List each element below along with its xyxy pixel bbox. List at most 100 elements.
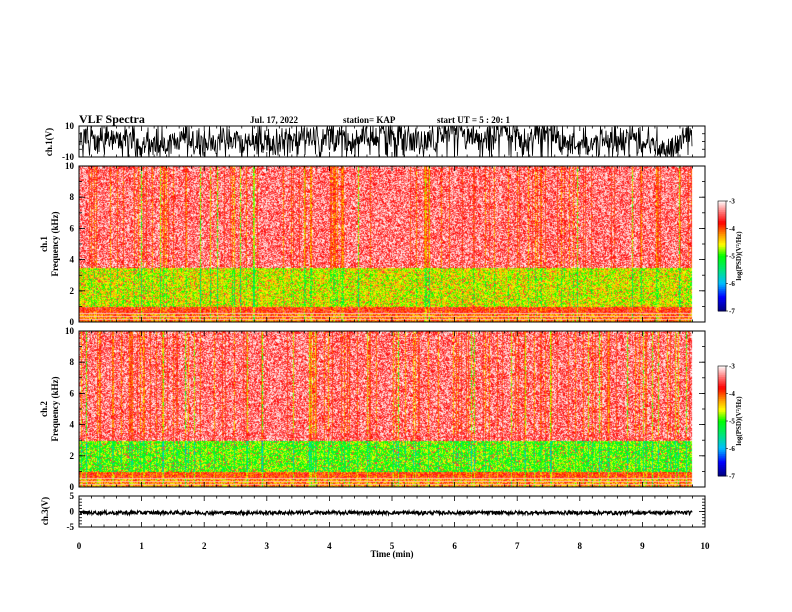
colorbar-segment (718, 263, 726, 266)
colorbar-segment (718, 292, 726, 295)
colorbar-segment (718, 459, 726, 462)
ch1-waveform-ylabel: ch.1(V) (44, 128, 54, 156)
y-tick-label: -10 (62, 152, 74, 162)
colorbar-segment (718, 210, 726, 213)
y-tick-label: 0 (70, 507, 75, 517)
colorbar-segment (718, 296, 726, 299)
colorbar-segment (718, 265, 726, 268)
y-tick-label: 4 (70, 420, 75, 430)
colorbar-tick-label: -3 (729, 363, 735, 371)
colorbar-segment (718, 415, 726, 418)
colorbar-segment (718, 378, 726, 382)
colorbar-segment (718, 402, 726, 405)
colorbar-segment (718, 267, 726, 270)
x-tick-label: 3 (265, 541, 270, 551)
colorbar-segment (718, 213, 726, 217)
colorbar-segment (718, 421, 726, 424)
colorbar-segment (718, 450, 726, 453)
x-tick-label: 4 (327, 541, 332, 551)
colorbar-segment (718, 452, 726, 455)
colorbar-segment (718, 268, 726, 272)
colorbar-segment (718, 202, 726, 206)
colorbar-segment (718, 384, 726, 387)
colorbar-segment (718, 397, 726, 400)
colorbar-segment (718, 424, 726, 427)
colorbar-segment (718, 239, 726, 242)
colorbar-segment (718, 261, 726, 264)
colorbar-segment (718, 254, 726, 257)
colorbar-segment (718, 444, 726, 448)
colorbar-segment (718, 454, 726, 457)
colorbar-segment (718, 373, 726, 376)
colorbar-segment (718, 468, 726, 471)
colorbar-segment (718, 270, 726, 273)
colorbar-segment (718, 389, 726, 393)
x-tick-label: 8 (578, 541, 583, 551)
y-tick-label: 10 (65, 326, 75, 336)
colorbar-segment (718, 391, 726, 394)
colorbar-label: log(PSD)(V²/Hz) (735, 231, 743, 281)
colorbar-segment (718, 223, 726, 226)
colorbar-segment (718, 290, 726, 294)
colorbar-segment (718, 217, 726, 220)
colorbar-segment (718, 256, 726, 259)
colorbar-segment (718, 386, 726, 389)
colorbar-segment (718, 285, 726, 288)
station-label: station= KAP (343, 115, 396, 125)
colorbar-segment (718, 457, 726, 460)
colorbar-segment (718, 430, 726, 433)
colorbar-segment (718, 371, 726, 374)
colorbar-segment (718, 367, 726, 371)
colorbar-segment (718, 470, 726, 473)
ch1-spectrogram-ticks: 0 2 4 6 8 10 (65, 161, 706, 327)
ch1-waveform-line (79, 124, 693, 158)
colorbar-tick-label: -6 (729, 445, 735, 453)
colorbar-segment (718, 281, 726, 284)
colorbar-tick-label: -7 (729, 473, 735, 481)
x-tick-label: 6 (452, 541, 457, 551)
y-tick-label: 2 (70, 451, 75, 461)
colorbar-segment (718, 245, 726, 248)
colorbar-tick-label: -4 (729, 390, 735, 398)
colorbar-segment (718, 417, 726, 420)
colorbar-segment (718, 237, 726, 240)
y-tick-label: 2 (70, 286, 75, 296)
y-tick-label: 5 (70, 491, 75, 501)
colorbar-segment (718, 393, 726, 396)
colorbar-segment (718, 274, 726, 277)
colorbar-segment (718, 232, 726, 235)
colorbar-segment (718, 228, 726, 231)
y-tick-label: 10 (65, 121, 75, 131)
ch1-waveform-ticks: 10 -10 (62, 121, 706, 162)
y-tick-label: 6 (70, 388, 75, 398)
colorbar-segment (718, 432, 726, 435)
y-tick-label: 4 (70, 255, 75, 265)
colorbar-segment (718, 307, 726, 310)
ch2-colorbar: -3 -4 -5 -6 -7 log(PSD)(V²/Hz) (717, 363, 743, 481)
colorbar-segment (718, 204, 726, 207)
colorbar-segment (718, 422, 726, 426)
y-tick-label: 6 (70, 223, 75, 233)
colorbar-segment (718, 448, 726, 451)
colorbar-segment (718, 419, 726, 422)
colorbar-segment (718, 241, 726, 244)
colorbar-segment (718, 433, 726, 437)
colorbar-segment (718, 221, 726, 224)
colorbar-segment (718, 466, 726, 470)
ch1-waveform-panel: 10 -10 ch.1(V) (44, 121, 706, 162)
ch1-spectrogram-ylabel-frequency: Frequency (kHz) (50, 211, 60, 276)
ch1-spectrogram-ylabel-channel: ch.1 (39, 236, 49, 252)
colorbar-segment (718, 226, 726, 229)
colorbar-segment (718, 375, 726, 378)
colorbar-segment (718, 404, 726, 407)
x-tick-label: 1 (139, 541, 144, 551)
ch3-waveform-trace (79, 508, 693, 517)
date-label: Jul. 17, 2022 (250, 115, 299, 125)
colorbar-segment (718, 300, 726, 303)
time-axis-label: Time (min) (370, 549, 413, 559)
colorbar-segment (718, 465, 726, 468)
colorbar-segment (718, 283, 726, 286)
colorbar-segment (718, 366, 726, 369)
colorbar-segment (718, 294, 726, 297)
